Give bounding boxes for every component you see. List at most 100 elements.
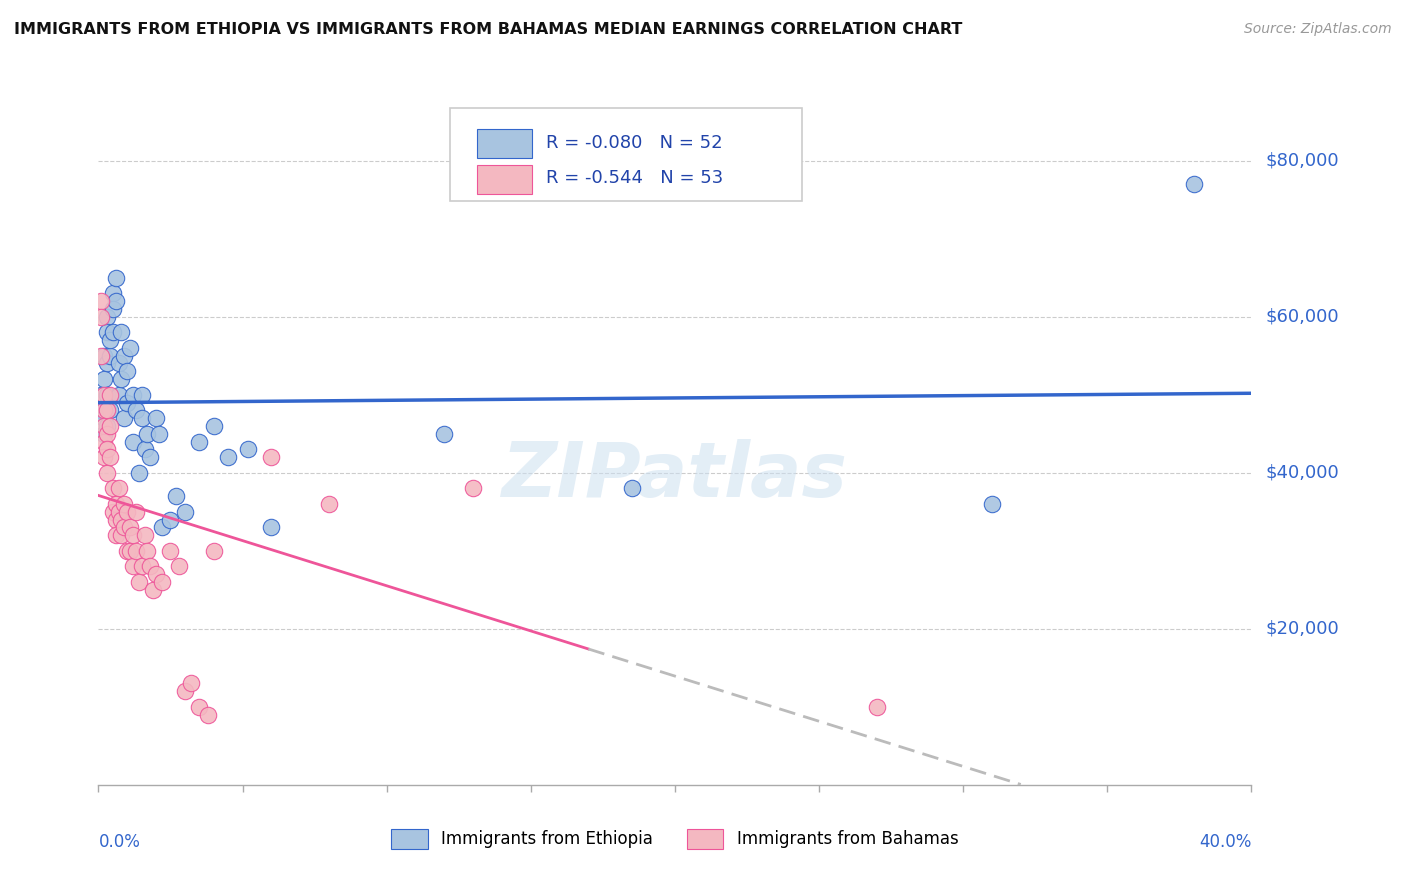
Point bbox=[197, 707, 219, 722]
Point bbox=[125, 505, 148, 519]
Point bbox=[96, 466, 118, 480]
Point bbox=[122, 559, 145, 574]
Point bbox=[107, 482, 129, 496]
Point bbox=[93, 349, 115, 363]
Point bbox=[90, 310, 112, 324]
Point bbox=[866, 699, 889, 714]
Point bbox=[112, 349, 135, 363]
Text: ZIPatlas: ZIPatlas bbox=[502, 439, 848, 513]
Point bbox=[136, 426, 159, 441]
Point bbox=[620, 482, 643, 496]
Point bbox=[134, 442, 156, 457]
Point bbox=[107, 387, 129, 401]
Point bbox=[112, 520, 135, 534]
Text: R = -0.080   N = 52: R = -0.080 N = 52 bbox=[546, 134, 723, 152]
Point bbox=[110, 325, 132, 339]
Text: $20,000: $20,000 bbox=[1265, 620, 1339, 638]
Point bbox=[101, 505, 124, 519]
Point bbox=[90, 293, 112, 308]
Point bbox=[101, 482, 124, 496]
Point bbox=[107, 356, 129, 371]
Point bbox=[202, 543, 225, 558]
Text: R = -0.544   N = 53: R = -0.544 N = 53 bbox=[546, 169, 723, 187]
Point bbox=[125, 543, 148, 558]
Point bbox=[96, 387, 118, 401]
Point bbox=[96, 418, 118, 433]
Point bbox=[128, 574, 150, 589]
Point bbox=[122, 528, 145, 542]
Point bbox=[148, 426, 170, 441]
Point bbox=[90, 403, 112, 417]
Point bbox=[120, 543, 142, 558]
Point bbox=[101, 301, 124, 316]
Point bbox=[122, 387, 145, 401]
Point bbox=[145, 567, 167, 582]
Point bbox=[101, 286, 124, 301]
Point bbox=[125, 403, 148, 417]
Point bbox=[104, 293, 127, 308]
Point bbox=[96, 426, 118, 441]
Point bbox=[159, 512, 181, 526]
Point bbox=[96, 310, 118, 324]
Point bbox=[117, 543, 139, 558]
Point bbox=[98, 387, 121, 401]
Point bbox=[93, 418, 115, 433]
Text: 0.0%: 0.0% bbox=[98, 833, 141, 851]
Point bbox=[139, 559, 162, 574]
Point bbox=[165, 489, 187, 503]
Point bbox=[159, 543, 181, 558]
Point bbox=[98, 349, 121, 363]
Point bbox=[93, 426, 115, 441]
Text: $80,000: $80,000 bbox=[1265, 152, 1339, 169]
Point bbox=[188, 699, 211, 714]
Point bbox=[461, 482, 484, 496]
Point bbox=[142, 582, 165, 597]
Point bbox=[217, 450, 239, 464]
Text: $60,000: $60,000 bbox=[1265, 308, 1339, 326]
Point bbox=[136, 543, 159, 558]
Point bbox=[260, 520, 283, 534]
Point bbox=[110, 528, 132, 542]
Point bbox=[260, 450, 283, 464]
Point bbox=[117, 395, 139, 409]
Point bbox=[134, 528, 156, 542]
Point bbox=[96, 356, 118, 371]
Point bbox=[104, 270, 127, 285]
Point bbox=[139, 450, 162, 464]
Point bbox=[93, 387, 115, 401]
Point bbox=[110, 372, 132, 386]
Bar bbox=[477, 165, 531, 194]
Point bbox=[174, 684, 197, 698]
Point bbox=[96, 442, 118, 457]
Point bbox=[104, 512, 127, 526]
Point bbox=[131, 387, 153, 401]
Point bbox=[101, 325, 124, 339]
Point bbox=[93, 434, 115, 449]
FancyBboxPatch shape bbox=[450, 109, 801, 202]
Point bbox=[131, 411, 153, 425]
Point bbox=[96, 403, 118, 417]
Point bbox=[110, 512, 132, 526]
Point bbox=[93, 411, 115, 425]
Point bbox=[202, 418, 225, 433]
Point bbox=[188, 434, 211, 449]
Point bbox=[120, 520, 142, 534]
Point bbox=[117, 364, 139, 378]
Point bbox=[98, 450, 121, 464]
Point bbox=[90, 387, 112, 401]
Point bbox=[122, 434, 145, 449]
Point bbox=[433, 426, 456, 441]
Point bbox=[98, 333, 121, 347]
Point bbox=[107, 505, 129, 519]
Point bbox=[104, 497, 127, 511]
Text: $40,000: $40,000 bbox=[1265, 464, 1339, 482]
Point bbox=[90, 349, 112, 363]
Point bbox=[174, 505, 197, 519]
Point bbox=[112, 497, 135, 511]
Point bbox=[318, 497, 340, 511]
Point bbox=[145, 411, 167, 425]
Text: 40.0%: 40.0% bbox=[1199, 833, 1251, 851]
Point bbox=[93, 403, 115, 417]
Point bbox=[96, 325, 118, 339]
Point bbox=[981, 497, 1004, 511]
